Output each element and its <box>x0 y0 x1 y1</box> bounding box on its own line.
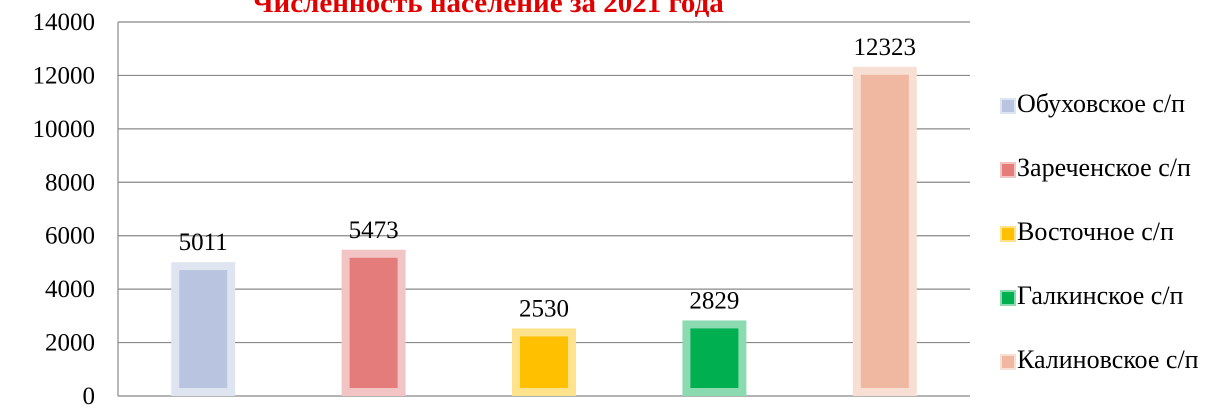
legend-label: Обуховское с/п <box>1017 89 1186 118</box>
y-tick-label: 14000 <box>33 9 96 36</box>
y-tick-label: 10000 <box>33 116 96 143</box>
bar <box>852 66 917 396</box>
legend-label: Калиновское с/п <box>1017 345 1199 374</box>
legend-swatch <box>1000 354 1016 370</box>
data-label: 2829 <box>689 287 739 314</box>
y-tick-label: 6000 <box>45 223 95 250</box>
data-label: 5473 <box>349 217 399 244</box>
bar <box>341 249 406 396</box>
chart-title: Численность население за 2021 года <box>252 0 724 19</box>
data-label: 2530 <box>519 295 569 322</box>
bar <box>682 320 747 397</box>
legend-swatch <box>1000 290 1016 306</box>
legend-label: Зареченское с/п <box>1017 153 1191 182</box>
y-tick-label: 12000 <box>33 62 96 89</box>
legend-swatch <box>1000 226 1016 242</box>
bar <box>512 328 576 397</box>
legend-label: Галкинское с/п <box>1017 281 1184 310</box>
data-label: 5011 <box>179 229 228 256</box>
y-tick-label: 0 <box>83 383 96 410</box>
legend-swatch <box>1000 98 1016 114</box>
legend-swatch <box>1000 162 1016 178</box>
y-tick-label: 8000 <box>45 169 95 196</box>
y-tick-label: 2000 <box>45 330 95 357</box>
bar <box>171 262 236 396</box>
data-label: 12323 <box>854 34 917 61</box>
y-tick-label: 4000 <box>45 276 95 303</box>
legend-label: Восточное с/п <box>1017 217 1174 246</box>
